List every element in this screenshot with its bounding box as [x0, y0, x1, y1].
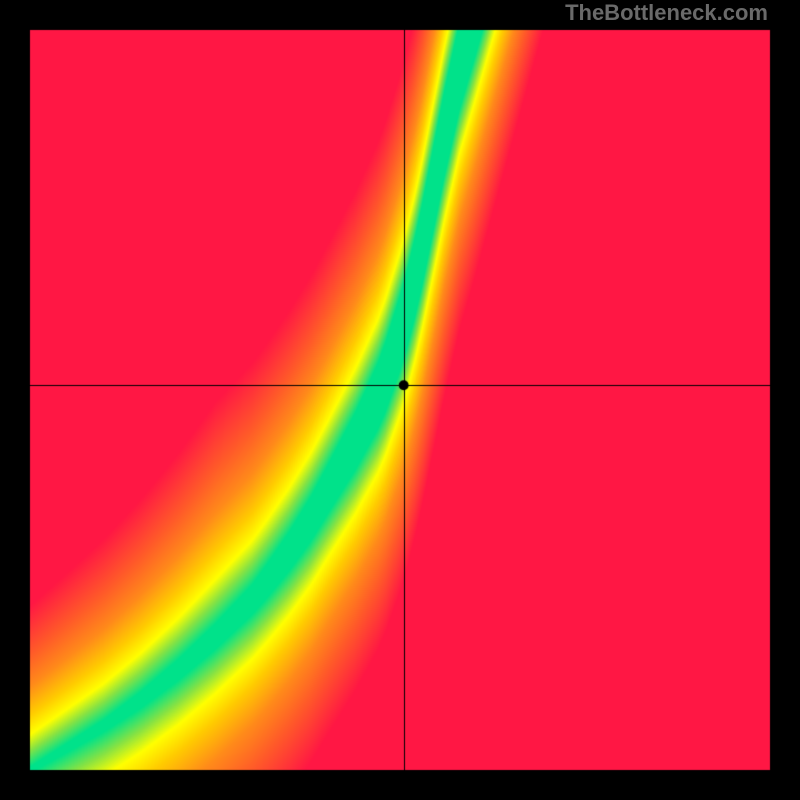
- watermark-text: TheBottleneck.com: [565, 0, 768, 26]
- chart-wrapper: { "watermark": { "text": "TheBottleneck.…: [0, 0, 800, 800]
- bottleneck-heatmap: [0, 0, 800, 800]
